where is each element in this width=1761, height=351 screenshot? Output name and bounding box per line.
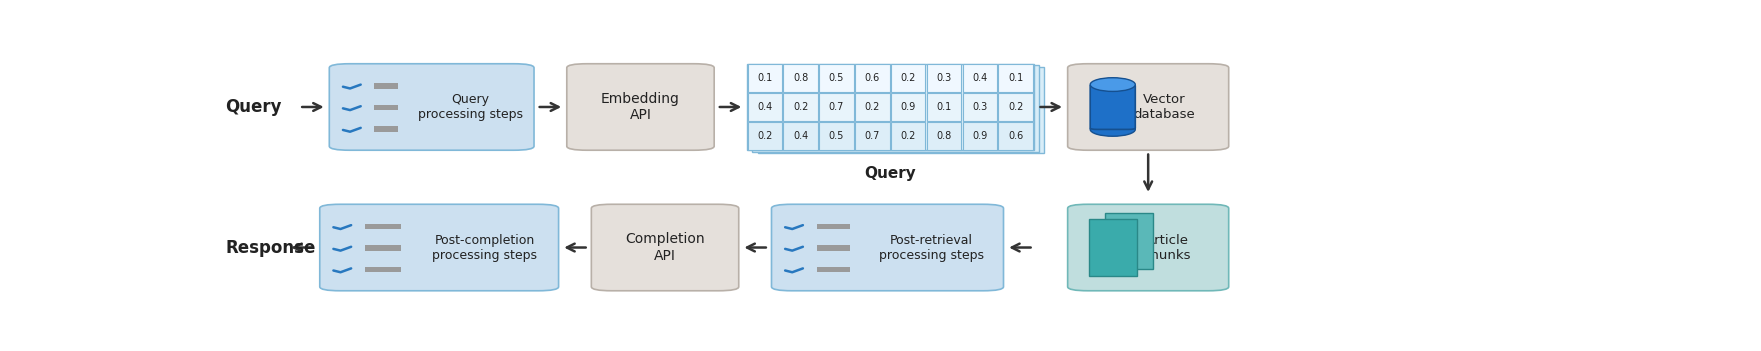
FancyBboxPatch shape bbox=[891, 93, 925, 121]
Text: 0.2: 0.2 bbox=[900, 73, 916, 83]
FancyBboxPatch shape bbox=[926, 93, 962, 121]
Text: 0.4: 0.4 bbox=[972, 73, 988, 83]
FancyBboxPatch shape bbox=[592, 204, 740, 291]
FancyBboxPatch shape bbox=[1104, 213, 1153, 269]
FancyBboxPatch shape bbox=[856, 121, 889, 150]
FancyBboxPatch shape bbox=[748, 93, 782, 121]
FancyBboxPatch shape bbox=[856, 93, 889, 121]
FancyBboxPatch shape bbox=[819, 121, 854, 150]
Bar bbox=[375, 126, 398, 132]
FancyBboxPatch shape bbox=[747, 64, 1034, 150]
FancyBboxPatch shape bbox=[748, 64, 782, 92]
Bar bbox=[365, 267, 400, 272]
Text: 0.5: 0.5 bbox=[829, 73, 844, 83]
FancyBboxPatch shape bbox=[1067, 204, 1229, 291]
FancyBboxPatch shape bbox=[784, 93, 817, 121]
FancyBboxPatch shape bbox=[963, 121, 997, 150]
FancyBboxPatch shape bbox=[748, 121, 782, 150]
FancyBboxPatch shape bbox=[1088, 219, 1138, 276]
FancyBboxPatch shape bbox=[963, 64, 997, 92]
Text: 0.4: 0.4 bbox=[757, 102, 773, 112]
FancyBboxPatch shape bbox=[926, 121, 962, 150]
FancyBboxPatch shape bbox=[998, 121, 1034, 150]
FancyBboxPatch shape bbox=[771, 204, 1004, 291]
Text: 0.1: 0.1 bbox=[757, 73, 773, 83]
FancyBboxPatch shape bbox=[784, 121, 817, 150]
Text: Post-completion
processing steps: Post-completion processing steps bbox=[431, 233, 537, 261]
Text: 0.7: 0.7 bbox=[865, 131, 880, 141]
Text: Query: Query bbox=[865, 166, 916, 181]
Text: Article
chunks: Article chunks bbox=[1143, 233, 1190, 261]
FancyBboxPatch shape bbox=[998, 64, 1034, 92]
Bar bbox=[365, 224, 400, 229]
Text: 0.8: 0.8 bbox=[792, 73, 808, 83]
Ellipse shape bbox=[1090, 122, 1136, 136]
Text: Vector
database: Vector database bbox=[1134, 93, 1196, 121]
Text: 0.2: 0.2 bbox=[900, 131, 916, 141]
Text: Response: Response bbox=[225, 239, 315, 257]
Text: 0.9: 0.9 bbox=[900, 102, 916, 112]
Bar bbox=[817, 224, 851, 229]
Text: 0.2: 0.2 bbox=[757, 131, 773, 141]
Text: 0.6: 0.6 bbox=[865, 73, 880, 83]
Text: 0.3: 0.3 bbox=[972, 102, 988, 112]
Text: Query: Query bbox=[225, 98, 282, 116]
Text: 0.6: 0.6 bbox=[1007, 131, 1023, 141]
FancyBboxPatch shape bbox=[891, 121, 925, 150]
FancyBboxPatch shape bbox=[998, 93, 1034, 121]
Text: Query
processing steps: Query processing steps bbox=[417, 93, 523, 121]
Bar bbox=[817, 245, 851, 251]
Ellipse shape bbox=[1090, 78, 1136, 91]
Text: 0.5: 0.5 bbox=[829, 131, 844, 141]
FancyBboxPatch shape bbox=[856, 64, 889, 92]
FancyBboxPatch shape bbox=[926, 64, 962, 92]
Text: 0.1: 0.1 bbox=[937, 102, 951, 112]
Bar bbox=[365, 245, 400, 251]
Text: Post-retrieval
processing steps: Post-retrieval processing steps bbox=[879, 233, 984, 261]
FancyBboxPatch shape bbox=[752, 65, 1039, 152]
FancyBboxPatch shape bbox=[891, 64, 925, 92]
Text: Embedding
API: Embedding API bbox=[601, 92, 680, 122]
Bar bbox=[375, 105, 398, 110]
FancyBboxPatch shape bbox=[1090, 85, 1136, 130]
FancyBboxPatch shape bbox=[329, 64, 534, 150]
FancyBboxPatch shape bbox=[819, 93, 854, 121]
FancyBboxPatch shape bbox=[784, 64, 817, 92]
Text: 0.7: 0.7 bbox=[829, 102, 844, 112]
Text: 0.2: 0.2 bbox=[865, 102, 880, 112]
Text: 0.1: 0.1 bbox=[1007, 73, 1023, 83]
Text: 0.3: 0.3 bbox=[937, 73, 951, 83]
Bar bbox=[817, 267, 851, 272]
Text: 0.4: 0.4 bbox=[792, 131, 808, 141]
FancyBboxPatch shape bbox=[321, 204, 558, 291]
Text: 0.2: 0.2 bbox=[792, 102, 808, 112]
FancyBboxPatch shape bbox=[1067, 64, 1229, 150]
FancyBboxPatch shape bbox=[757, 67, 1044, 153]
Bar bbox=[375, 83, 398, 88]
FancyBboxPatch shape bbox=[819, 64, 854, 92]
Text: 0.2: 0.2 bbox=[1007, 102, 1023, 112]
Text: 0.9: 0.9 bbox=[972, 131, 988, 141]
Text: 0.8: 0.8 bbox=[937, 131, 951, 141]
FancyBboxPatch shape bbox=[567, 64, 715, 150]
FancyBboxPatch shape bbox=[963, 93, 997, 121]
Text: Completion
API: Completion API bbox=[625, 232, 704, 263]
